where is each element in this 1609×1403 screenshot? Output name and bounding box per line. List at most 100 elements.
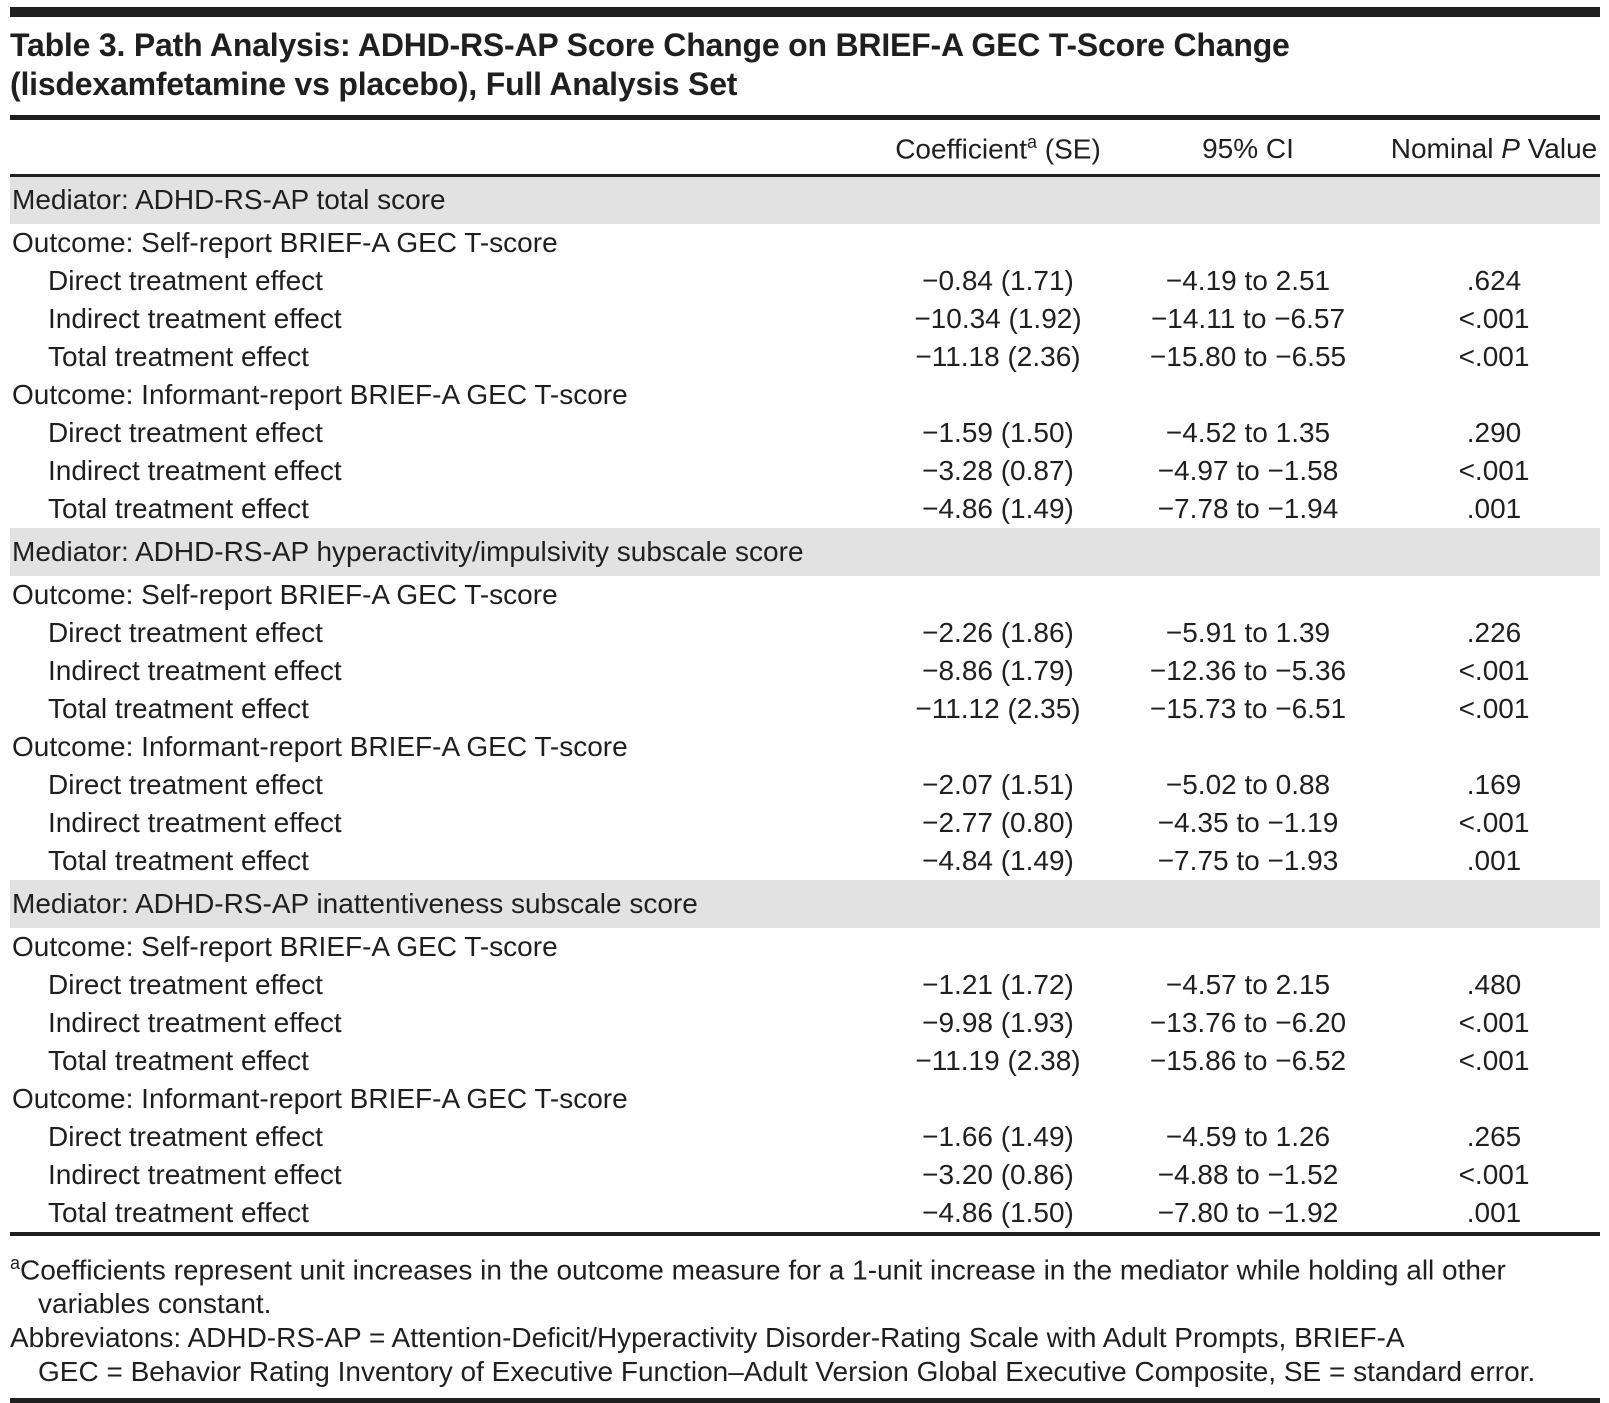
coefficient-cell: −4.84 (1.49)	[922, 844, 1074, 876]
mediator-row: Mediator: ADHD-RS-AP total score	[10, 175, 1600, 224]
bottom-rule	[10, 1397, 1600, 1403]
table-title: Table 3. Path Analysis: ADHD-RS-AP Score…	[10, 26, 1600, 105]
pvalue-cell: <.001	[1458, 654, 1530, 686]
coefficient-cell: −4.86 (1.49)	[922, 492, 1074, 524]
footnotes: aCoefficients represent unit increases i…	[10, 1246, 1600, 1389]
outcome-row: Outcome: Informant-report BRIEF-A GEC T-…	[10, 728, 1600, 766]
effect-label: Direct treatment effect	[48, 264, 323, 296]
ci-cell: −13.76 to −6.20	[1149, 1006, 1347, 1038]
effect-label: Direct treatment effect	[48, 968, 323, 1000]
ci-cell: −15.80 to −6.55	[1149, 340, 1347, 372]
pvalue-cell: .001	[1466, 844, 1522, 876]
effect-label: Direct treatment effect	[48, 768, 323, 800]
pvalue-cell: .265	[1466, 1120, 1522, 1152]
ci-cell: −15.86 to −6.52	[1149, 1044, 1347, 1076]
outcome-label: Outcome: Informant-report BRIEF-A GEC T-…	[12, 1082, 628, 1114]
table-row: Indirect treatment effect −10.34 (1.92) −1…	[10, 300, 1600, 338]
ci-cell: −15.73 to −6.51	[1149, 692, 1347, 724]
ci-cell: −4.19 to 2.51	[1165, 264, 1331, 296]
effect-label: Indirect treatment effect	[48, 1158, 342, 1190]
ci-cell: −7.80 to −1.92	[1157, 1196, 1339, 1228]
table-row: Indirect treatment effect −8.86 (1.79) −12…	[10, 652, 1600, 690]
pvalue-cell: <.001	[1458, 302, 1530, 334]
mediator-label: Mediator: ADHD-RS-AP total score	[10, 175, 1600, 224]
effect-label: Direct treatment effect	[48, 416, 323, 448]
ci-cell: −5.91 to 1.39	[1165, 616, 1331, 648]
pvalue-cell: .001	[1466, 492, 1522, 524]
pvalue-cell: <.001	[1458, 1006, 1530, 1038]
table-row: Indirect treatment effect −2.77 (0.80) −4.…	[10, 804, 1600, 842]
ci-cell: −4.57 to 2.15	[1165, 968, 1331, 1000]
effect-label: Direct treatment effect	[48, 1120, 323, 1152]
table-row: Total treatment effect −11.12 (2.35) −15.7…	[10, 690, 1600, 728]
footnote-a: aCoefficients represent unit increases i…	[10, 1252, 1506, 1319]
table-body: Mediator: ADHD-RS-AP total score Outcome:…	[10, 175, 1600, 1232]
coefficient-cell: −1.21 (1.72)	[922, 968, 1074, 1000]
header-row: Coefficienta (SE) 95% CI Nominal P Value	[10, 119, 1600, 178]
outcome-row: Outcome: Self-report BRIEF-A GEC T-score	[10, 224, 1600, 262]
ci-cell: −7.78 to −1.94	[1157, 492, 1339, 524]
mediator-label: Mediator: ADHD-RS-AP hyperactivity/impul…	[10, 527, 1600, 576]
ci-cell: −4.97 to −1.58	[1157, 454, 1339, 486]
table-row: Total treatment effect −11.19 (2.38) −15.8…	[10, 1042, 1600, 1080]
outcome-row: Outcome: Self-report BRIEF-A GEC T-score	[10, 576, 1600, 614]
coefficient-cell: −2.26 (1.86)	[922, 616, 1074, 648]
table-title-line2: (lisdexamfetamine vs placebo), Full Anal…	[10, 66, 738, 103]
mediator-label: Mediator: ADHD-RS-AP inattentiveness sub…	[10, 879, 1600, 928]
pvalue-cell: <.001	[1458, 806, 1530, 838]
coefficient-cell: −4.86 (1.50)	[922, 1196, 1074, 1228]
table-row: Direct treatment effect −1.59 (1.50) −4.52…	[10, 414, 1600, 452]
effect-label: Indirect treatment effect	[48, 454, 342, 486]
table-row: Indirect treatment effect −9.98 (1.93) −13…	[10, 1004, 1600, 1042]
effect-label: Total treatment effect	[48, 844, 309, 876]
top-rule	[10, 7, 1600, 17]
path-analysis-table: Coefficienta (SE) 95% CI Nominal P Value…	[10, 119, 1600, 1232]
pvalue-cell: <.001	[1458, 454, 1530, 486]
ci-cell: −12.36 to −5.36	[1149, 654, 1347, 686]
coefficient-cell: −10.34 (1.92)	[914, 302, 1082, 334]
table-row: Direct treatment effect −2.07 (1.51) −5.02…	[10, 766, 1600, 804]
ci-cell: −7.75 to −1.93	[1157, 844, 1339, 876]
coefficient-cell: −3.20 (0.86)	[922, 1158, 1074, 1190]
outcome-label: Outcome: Informant-report BRIEF-A GEC T-…	[12, 730, 628, 762]
table-row: Total treatment effect −11.18 (2.36) −15.8…	[10, 338, 1600, 376]
table-row: Indirect treatment effect −3.28 (0.87) −4.…	[10, 452, 1600, 490]
coefficient-cell: −2.77 (0.80)	[922, 806, 1074, 838]
title-rule	[10, 114, 1600, 120]
table-row: Direct treatment effect −1.21 (1.72) −4.57…	[10, 966, 1600, 1004]
outcome-row: Outcome: Informant-report BRIEF-A GEC T-…	[10, 1080, 1600, 1118]
col-header-pvalue: Nominal P Value	[1388, 119, 1600, 178]
effect-label: Total treatment effect	[48, 340, 309, 372]
effect-label: Total treatment effect	[48, 1044, 309, 1076]
coefficient-cell: −3.28 (0.87)	[922, 454, 1074, 486]
pvalue-cell: .480	[1466, 968, 1522, 1000]
outcome-row: Outcome: Informant-report BRIEF-A GEC T-…	[10, 376, 1600, 414]
col-header-ci: 95% CI	[1108, 119, 1388, 178]
mediator-row: Mediator: ADHD-RS-AP hyperactivity/impul…	[10, 527, 1600, 576]
outcome-label: Outcome: Informant-report BRIEF-A GEC T-…	[12, 378, 628, 410]
coefficient-cell: −11.18 (2.36)	[915, 340, 1081, 372]
pvalue-cell: .226	[1466, 616, 1522, 648]
ci-cell: −14.11 to −6.57	[1150, 302, 1346, 334]
effect-label: Indirect treatment effect	[48, 654, 342, 686]
outcome-label: Outcome: Self-report BRIEF-A GEC T-score	[12, 226, 558, 258]
coefficient-cell: −1.66 (1.49)	[922, 1120, 1074, 1152]
col-header-coefficient: Coefficienta (SE)	[888, 119, 1108, 178]
effect-label: Total treatment effect	[48, 492, 309, 524]
pvalue-cell: .290	[1466, 416, 1522, 448]
col-header-empty	[10, 119, 888, 178]
effect-label: Indirect treatment effect	[48, 302, 342, 334]
table-header: Coefficienta (SE) 95% CI Nominal P Value	[10, 119, 1600, 178]
ci-cell: −4.88 to −1.52	[1157, 1158, 1339, 1190]
coefficient-cell: −11.12 (2.35)	[915, 692, 1081, 724]
pvalue-cell: <.001	[1458, 340, 1530, 372]
table-row: Total treatment effect −4.86 (1.50) −7.80 …	[10, 1194, 1600, 1232]
pvalue-cell: .169	[1466, 768, 1522, 800]
ci-cell: −5.02 to 0.88	[1165, 768, 1331, 800]
pvalue-cell: <.001	[1458, 1044, 1530, 1076]
pvalue-cell: <.001	[1458, 1158, 1530, 1190]
outcome-row: Outcome: Self-report BRIEF-A GEC T-score	[10, 928, 1600, 966]
table-row: Direct treatment effect −2.26 (1.86) −5.91…	[10, 614, 1600, 652]
footnote-rule	[10, 1231, 1600, 1236]
